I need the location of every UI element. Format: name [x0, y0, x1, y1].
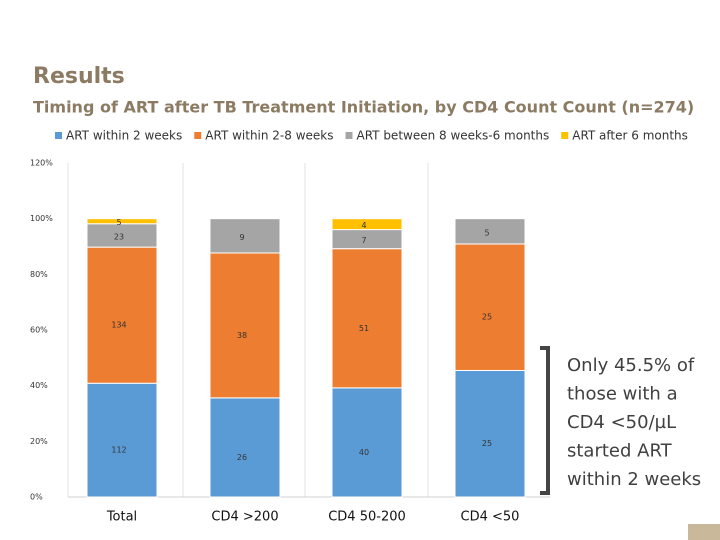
bar-segment — [454, 218, 526, 245]
data-label: 5 — [484, 228, 489, 237]
subtitle: Timing of ART after TB Treatment Initiat… — [33, 98, 694, 117]
bar-segment — [331, 248, 403, 389]
annotation-line: those with a — [567, 384, 678, 405]
y-tick-label: 40% — [30, 381, 48, 390]
x-tick-label: CD4 <50 — [461, 510, 520, 525]
bar-segment — [86, 382, 158, 498]
y-tick-label: 100% — [30, 214, 53, 223]
x-tick-label: CD4 50-200 — [328, 510, 406, 525]
legend-swatch — [194, 132, 202, 139]
data-label: 7 — [361, 236, 366, 245]
bracket — [540, 346, 550, 495]
bar-segment — [454, 369, 526, 498]
bar-segment — [209, 218, 281, 254]
legend-label: ART within 2-8 weeks — [205, 129, 333, 143]
data-label: 23 — [114, 232, 124, 241]
data-label: 5 — [116, 218, 121, 227]
y-tick-label: 60% — [30, 326, 48, 335]
y-tick-label: 0% — [30, 493, 43, 502]
annotation-line: started ART — [567, 441, 673, 462]
data-label: 40 — [359, 448, 369, 457]
legend-swatch — [55, 132, 62, 139]
legend-label: ART after 6 months — [572, 129, 688, 143]
legend-swatch — [345, 132, 353, 139]
data-label: 25 — [482, 313, 492, 322]
data-label: 134 — [111, 321, 126, 330]
annotation-line: Only 45.5% of — [567, 355, 695, 376]
data-label: 4 — [361, 221, 366, 230]
bar-segment — [331, 229, 403, 250]
data-label: 9 — [239, 233, 244, 242]
bar-segment — [209, 252, 281, 399]
decor — [688, 524, 720, 540]
data-label: 51 — [359, 324, 369, 333]
annotation-line: CD4 <50/µL — [567, 412, 676, 433]
bar-segment — [86, 246, 158, 384]
data-label: 38 — [237, 331, 247, 340]
bar-segment — [209, 397, 281, 498]
legend-swatch — [561, 132, 569, 139]
data-label: 25 — [482, 439, 492, 448]
bar-segment — [331, 387, 403, 498]
y-tick-label: 80% — [30, 270, 48, 279]
legend-label: ART between 8 weeks-6 months — [357, 129, 550, 143]
y-tick-label: 120% — [30, 159, 53, 168]
x-tick-label: CD4 >200 — [211, 510, 278, 525]
y-tick-label: 20% — [30, 437, 48, 446]
legend-label: ART within 2 weeks — [66, 129, 182, 143]
title: Results — [33, 64, 125, 89]
bar-segment — [454, 243, 526, 371]
separators — [67, 163, 429, 497]
data-label: 26 — [237, 453, 247, 462]
x-tick-label: Total — [106, 510, 137, 525]
bar-segment — [331, 218, 403, 231]
bar-segment — [86, 218, 158, 225]
annotation-line: within 2 weeks — [567, 469, 701, 490]
data-label: 112 — [111, 446, 126, 455]
